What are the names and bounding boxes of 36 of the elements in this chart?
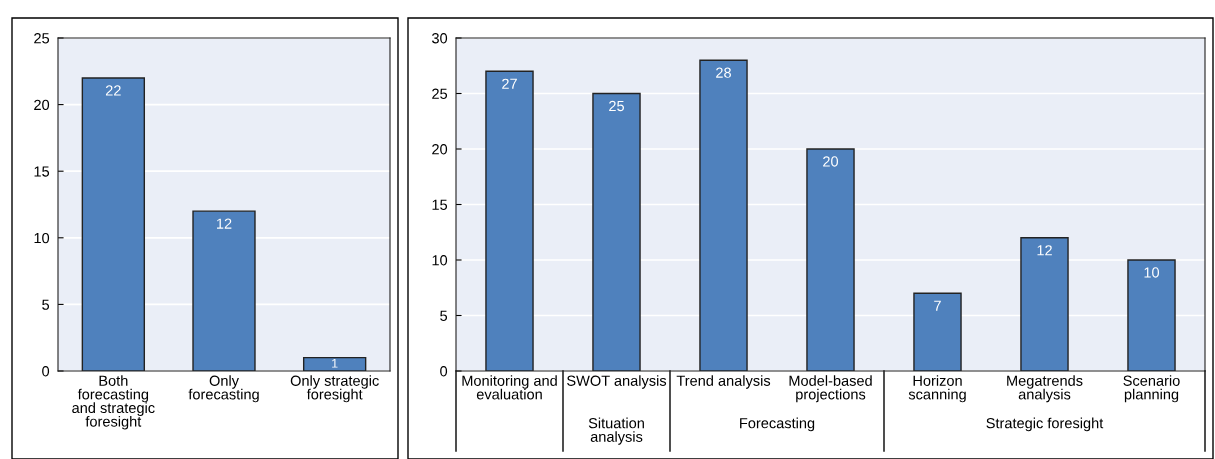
y-tick-label: 20	[34, 99, 50, 111]
data-label: 22	[105, 85, 121, 96]
data-label: 1	[332, 358, 338, 368]
x-tick-label: Monitoring and evaluation	[462, 375, 557, 400]
x-tick-label: Scenario planning	[1123, 375, 1180, 403]
data-label: 12	[217, 218, 232, 229]
text: Forecasting	[740, 417, 815, 432]
x-tick-label: Both forecasting and strategic foresight	[72, 375, 155, 430]
data-label: 28	[716, 67, 731, 78]
data-label: 7	[934, 300, 941, 311]
y-tick-label: 15	[34, 166, 50, 177]
data-label: 12	[1037, 245, 1052, 256]
y-tick-label: 30	[432, 33, 448, 44]
y-tick-label: 5	[440, 310, 448, 321]
data-label: 27	[502, 78, 517, 89]
data-label: 10	[1144, 267, 1160, 278]
data-label: 25	[609, 100, 624, 112]
y-tick-label: 15	[432, 199, 448, 210]
x-tick-label: Megatrends analysis	[1007, 375, 1083, 403]
y-tick-label: 5	[42, 299, 50, 310]
text: Strategic foresight	[986, 417, 1104, 432]
y-tick-label: 20	[432, 144, 448, 155]
y-tick-label: 0	[42, 366, 50, 377]
y-tick-label: 10	[34, 232, 50, 244]
y-tick-label: 10	[432, 255, 448, 266]
x-tick-label: SWOT analysis	[567, 375, 667, 389]
text: Situation analysis	[588, 417, 644, 445]
x-tick-label: Only forecasting	[188, 375, 259, 403]
y-tick-label: 25	[432, 88, 448, 99]
y-tick-label: 25	[34, 33, 50, 44]
y-tick-label: 0	[440, 366, 448, 377]
x-tick-label: Only strategic foresight	[290, 375, 379, 403]
x-tick-label: Model-based projections	[789, 375, 872, 403]
data-label: 20	[823, 156, 839, 167]
x-tick-label: Trend analysis	[676, 375, 771, 389]
x-tick-label: Horizon scanning	[908, 375, 966, 403]
